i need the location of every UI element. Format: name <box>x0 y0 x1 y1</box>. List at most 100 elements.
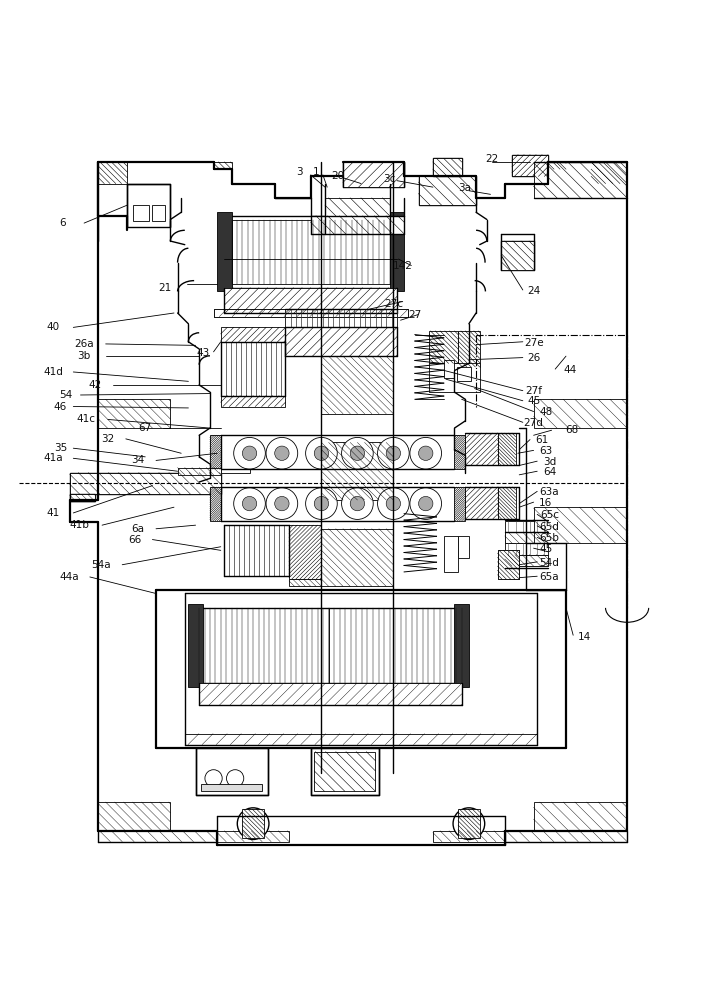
Bar <box>505 555 548 566</box>
Bar <box>321 529 393 586</box>
Text: 43: 43 <box>196 348 209 358</box>
Text: 6a: 6a <box>131 524 144 534</box>
Circle shape <box>227 770 244 787</box>
Text: 64: 64 <box>543 467 556 477</box>
Bar <box>285 327 397 356</box>
Circle shape <box>386 496 401 511</box>
Text: 65c: 65c <box>540 510 559 520</box>
Bar <box>289 525 321 579</box>
Bar <box>343 162 404 187</box>
Text: 26a: 26a <box>74 339 94 349</box>
Text: 40: 40 <box>47 322 60 332</box>
Text: 66: 66 <box>128 535 141 545</box>
Bar <box>221 327 285 342</box>
Bar <box>497 550 519 579</box>
Bar <box>497 487 516 519</box>
Bar <box>512 155 548 176</box>
Bar <box>185 734 537 745</box>
Circle shape <box>274 446 289 460</box>
Text: 27c: 27c <box>385 299 404 309</box>
Text: 65a: 65a <box>539 572 560 582</box>
Bar <box>512 155 548 176</box>
Bar <box>548 162 566 169</box>
Circle shape <box>350 446 365 460</box>
Bar <box>214 162 232 169</box>
Bar <box>217 831 289 842</box>
Bar <box>454 604 469 687</box>
Text: 61: 61 <box>535 435 548 445</box>
Circle shape <box>314 496 329 511</box>
Bar <box>310 216 404 234</box>
Bar <box>454 435 465 469</box>
Bar <box>221 396 285 407</box>
Bar <box>458 809 479 838</box>
Text: 32: 32 <box>101 434 115 444</box>
Circle shape <box>314 446 329 460</box>
Text: 41d: 41d <box>43 367 63 377</box>
Circle shape <box>238 808 269 839</box>
Bar <box>133 205 149 221</box>
Text: 20: 20 <box>331 171 344 181</box>
Bar <box>458 331 479 367</box>
Bar <box>465 433 497 465</box>
Text: 45: 45 <box>527 396 540 406</box>
Bar <box>444 536 458 572</box>
Circle shape <box>350 496 365 511</box>
Bar <box>98 399 170 428</box>
Bar <box>221 342 285 396</box>
Text: 67: 67 <box>139 423 152 433</box>
Text: 63a: 63a <box>539 487 560 497</box>
Text: 46: 46 <box>53 402 67 412</box>
Bar <box>456 367 471 381</box>
Bar <box>217 212 232 291</box>
Text: 68: 68 <box>565 425 578 435</box>
Bar <box>505 532 548 543</box>
Text: 3b: 3b <box>77 351 91 361</box>
Circle shape <box>386 446 401 460</box>
Bar <box>70 473 221 494</box>
Circle shape <box>342 488 373 519</box>
Text: 41c: 41c <box>77 414 96 424</box>
Bar <box>497 550 519 579</box>
Text: 24: 24 <box>527 286 540 296</box>
Circle shape <box>266 488 297 519</box>
Text: 27d: 27d <box>523 418 544 428</box>
Bar <box>201 784 263 791</box>
Circle shape <box>378 488 409 519</box>
Text: 63: 63 <box>539 446 552 456</box>
Bar <box>98 802 170 831</box>
Bar <box>390 212 404 291</box>
Circle shape <box>274 496 289 511</box>
Bar <box>214 309 408 317</box>
Bar <box>70 494 95 501</box>
Text: 41b: 41b <box>69 520 89 530</box>
Text: 54: 54 <box>59 390 73 400</box>
Bar <box>444 360 454 378</box>
Bar <box>232 220 390 284</box>
Bar <box>534 399 627 428</box>
Bar <box>285 309 397 327</box>
Text: 3: 3 <box>297 167 303 177</box>
Text: 42: 42 <box>88 380 102 390</box>
Text: 41a: 41a <box>43 453 63 463</box>
Bar <box>310 748 379 795</box>
Bar <box>199 608 329 683</box>
Text: 35: 35 <box>53 443 67 453</box>
Text: 65d: 65d <box>539 522 560 532</box>
Bar <box>243 809 264 838</box>
Bar <box>454 487 465 521</box>
Circle shape <box>419 446 433 460</box>
Text: 142: 142 <box>393 261 413 271</box>
Text: 6: 6 <box>59 218 66 228</box>
Circle shape <box>234 437 266 469</box>
Bar <box>505 831 627 842</box>
Circle shape <box>205 770 222 787</box>
Text: 3c: 3c <box>383 174 396 184</box>
Circle shape <box>305 488 337 519</box>
Bar <box>196 748 268 795</box>
Bar <box>210 435 221 469</box>
Bar <box>70 473 221 494</box>
Text: 44: 44 <box>563 365 576 375</box>
Bar <box>221 469 250 473</box>
Text: 54d: 54d <box>539 558 560 568</box>
